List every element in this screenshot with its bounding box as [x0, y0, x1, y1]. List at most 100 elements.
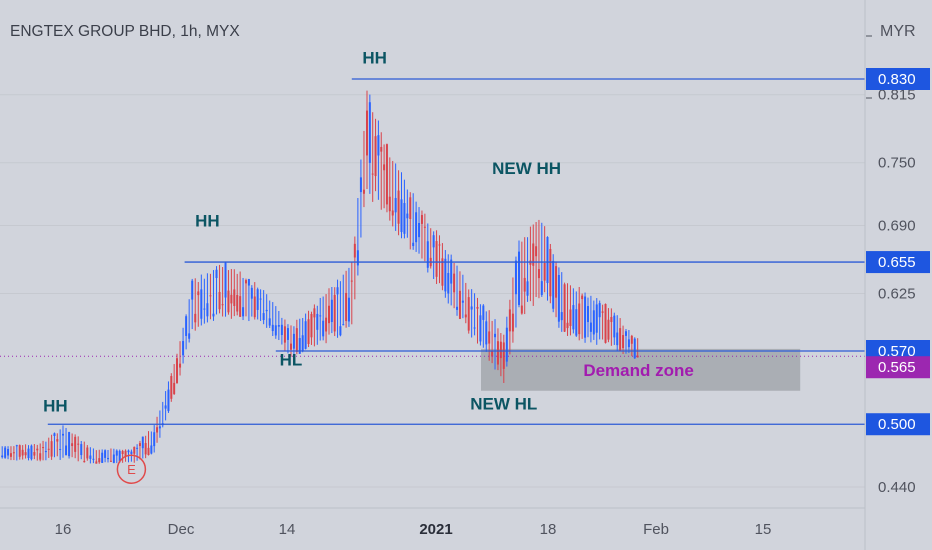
- candle-body: [173, 382, 176, 394]
- candle-body: [115, 450, 118, 456]
- candle-body: [622, 335, 625, 349]
- candle-body: [336, 287, 339, 295]
- candle-body: [197, 291, 200, 296]
- candle-body: [482, 305, 485, 320]
- candle-body: [613, 315, 616, 338]
- time-tick-label: Dec: [168, 521, 195, 538]
- time-tick-label: 15: [755, 521, 772, 538]
- candle-body: [150, 445, 153, 454]
- chart-gridlines: [0, 94, 865, 488]
- level-price-text: 0.500: [878, 416, 916, 433]
- candle-body: [316, 313, 319, 330]
- candle-body: [233, 289, 236, 307]
- candle-body: [456, 306, 459, 310]
- candle-body: [242, 307, 245, 317]
- candle-body: [569, 309, 572, 327]
- candle-body: [383, 164, 386, 171]
- candle-body: [280, 324, 283, 336]
- candle-body: [624, 331, 627, 336]
- candle-body: [511, 313, 514, 332]
- candle-body: [333, 294, 336, 332]
- candle-body: [36, 448, 39, 451]
- candle-body: [526, 281, 529, 296]
- candle-body: [44, 451, 47, 453]
- candle-body: [385, 144, 388, 205]
- candle-body: [535, 246, 538, 257]
- candle-body: [12, 452, 15, 454]
- level-price-text: 0.570: [878, 343, 916, 360]
- candle-body: [118, 450, 121, 462]
- symbol-title[interactable]: ENGTEX GROUP BHD, 1h, MYX: [10, 23, 240, 40]
- candle-body: [307, 319, 310, 345]
- candle-body: [101, 452, 104, 463]
- candle-body: [179, 363, 182, 368]
- candle-body: [494, 333, 497, 338]
- candle-body: [508, 309, 511, 332]
- candle-body: [479, 315, 482, 342]
- candle-body: [499, 341, 502, 359]
- candle-body: [104, 450, 107, 458]
- candle-body: [560, 312, 563, 321]
- candle-body: [147, 447, 150, 456]
- candle-body: [170, 376, 173, 399]
- candle-body: [167, 389, 170, 412]
- candle-body: [206, 303, 209, 317]
- candle-body: [247, 279, 250, 286]
- candle-body: [53, 433, 56, 436]
- candle-body: [209, 295, 212, 297]
- candle-body: [432, 235, 435, 248]
- candle-body: [194, 313, 197, 323]
- candle-body: [586, 306, 589, 323]
- candle-body: [95, 461, 98, 464]
- price-tick-label: 0.815: [878, 87, 916, 104]
- candle-body: [458, 290, 461, 319]
- candle-body: [540, 281, 543, 295]
- candle-body: [453, 273, 456, 293]
- candle-body: [420, 215, 423, 224]
- price-axis[interactable]: 0.815 0.750 0.690 0.625 0.440 0.830 0.655 0.570…: [866, 68, 930, 496]
- candle-body: [491, 350, 494, 357]
- candle-body: [350, 280, 353, 282]
- candle-body: [253, 296, 256, 318]
- candle-body: [578, 303, 581, 335]
- candle-body: [121, 451, 124, 455]
- candle-body: [520, 305, 523, 314]
- time-axis[interactable]: 16 Dec 14 2021 18 Feb 15: [55, 521, 772, 538]
- candle-body: [630, 335, 633, 344]
- candle-body: [9, 453, 12, 457]
- candle-body: [633, 338, 636, 359]
- candle-body: [518, 251, 520, 305]
- demand-zone: Demand zone: [481, 348, 801, 391]
- demand-zone-label: Demand zone: [583, 361, 694, 380]
- candle-body: [330, 299, 333, 323]
- currency-label: MYR: [880, 23, 916, 40]
- candle-body: [33, 452, 36, 456]
- candle-body: [42, 447, 45, 449]
- candle-body: [268, 318, 271, 326]
- candle-body: [236, 294, 239, 312]
- candle-body: [30, 445, 33, 460]
- candle-body: [292, 333, 295, 349]
- candle-body: [290, 343, 292, 350]
- candle-body: [4, 447, 7, 458]
- candle-body: [394, 197, 397, 213]
- candle-body: [610, 316, 613, 323]
- candle-body: [359, 177, 362, 193]
- candle-body: [24, 452, 27, 456]
- candle-body: [374, 136, 377, 177]
- candle-body: [156, 427, 159, 433]
- candle-body: [286, 328, 289, 340]
- candle-body: [549, 248, 552, 297]
- candle-body: [59, 449, 62, 451]
- swing-label: HL: [280, 351, 303, 370]
- time-tick-label: 2021: [419, 521, 452, 538]
- candle-body: [71, 443, 74, 447]
- candle-body: [191, 280, 194, 300]
- candle-body: [224, 262, 227, 298]
- candle-body: [188, 333, 191, 339]
- candle-body: [127, 450, 130, 453]
- earnings-marker[interactable]: [116, 454, 147, 484]
- candle-body: [319, 315, 322, 317]
